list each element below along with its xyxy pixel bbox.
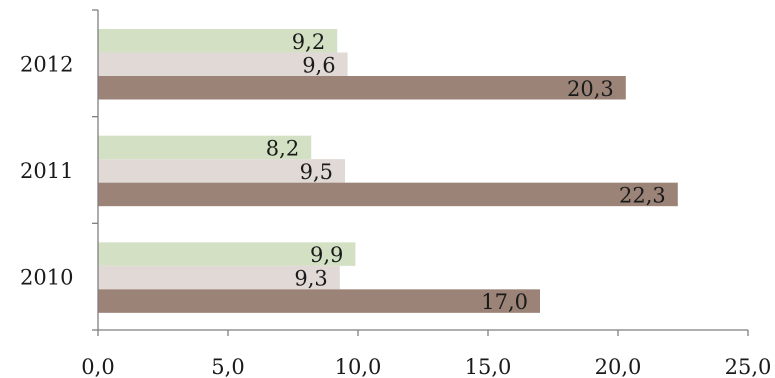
bar (98, 182, 678, 207)
data-label: 8,2 (266, 136, 299, 160)
data-label: 9,2 (292, 30, 325, 54)
bar (98, 52, 348, 76)
x-tick-label: 10,0 (335, 355, 382, 378)
category-label: 2011 (20, 159, 73, 183)
category-label: 2010 (20, 266, 73, 290)
data-label: 20,3 (567, 77, 614, 101)
data-label: 17,0 (481, 290, 528, 314)
data-label: 9,3 (294, 267, 327, 291)
x-tick-label: 25,0 (725, 355, 772, 378)
bars-group (98, 29, 678, 313)
data-label: 22,3 (619, 183, 666, 207)
category-label: 2012 (20, 52, 73, 76)
bar (98, 135, 312, 160)
x-tick-label: 0,0 (81, 355, 114, 378)
data-label: 9,5 (300, 160, 333, 184)
x-tick-label: 15,0 (465, 355, 512, 378)
bar (98, 159, 345, 183)
labels-group: 0,0 5,0 10,0 15,0 20,0 25,0 2012 9,29,6 20,3 2011… (20, 9, 772, 378)
bar (98, 242, 356, 266)
bar (98, 29, 338, 53)
bar (98, 76, 626, 100)
bar (98, 289, 540, 313)
bar (98, 265, 340, 290)
x-tick-label: 5,0 (211, 355, 244, 378)
data-label: 9,6 (302, 53, 335, 77)
x-tick-label: 20,0 (595, 355, 642, 378)
axes-group (97, 10, 748, 331)
data-label: 9,9 (310, 243, 343, 267)
